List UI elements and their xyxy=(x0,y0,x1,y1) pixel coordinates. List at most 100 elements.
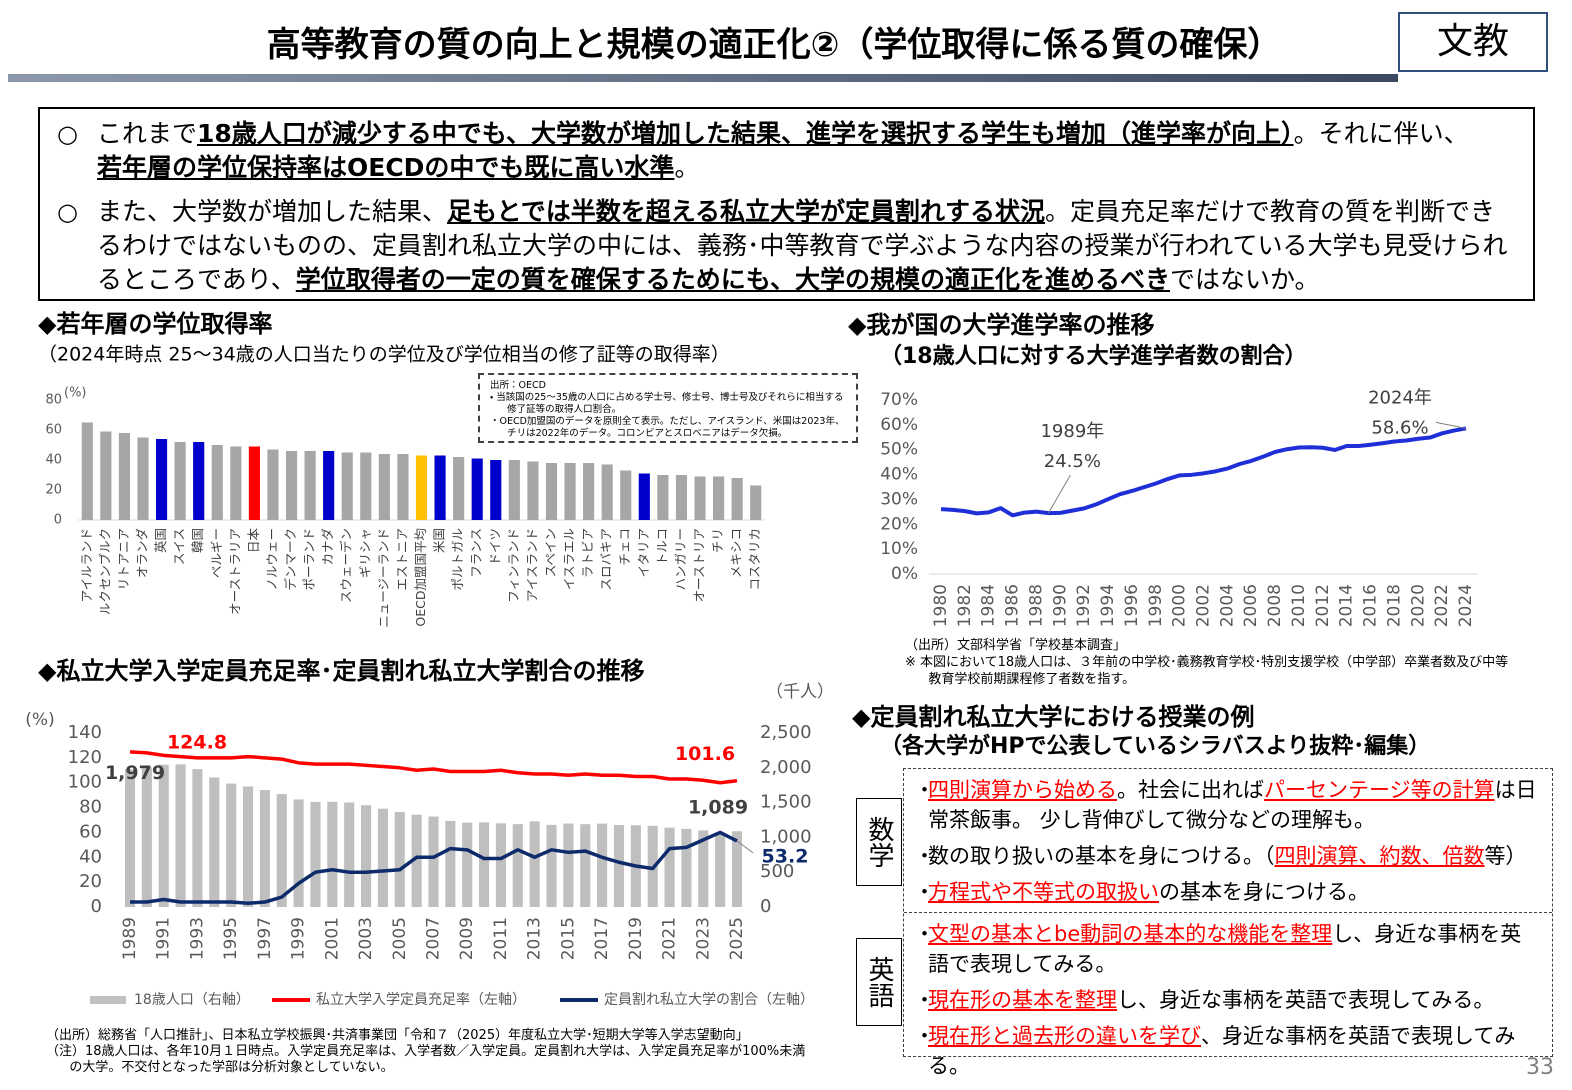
x-tick-label: ギリシャ xyxy=(357,528,372,578)
bar xyxy=(694,476,706,520)
x-tick-label: 1991 xyxy=(154,917,174,960)
x-tick-label: 2013 xyxy=(525,917,545,960)
bold-text: 足もとでは半数を超える私立大学が定員割れする状況 xyxy=(447,197,1046,226)
text: 。社会に出れば xyxy=(1117,778,1264,802)
y2-tick-label: 1,000 xyxy=(760,826,812,847)
bar xyxy=(327,801,338,907)
x-tick-label: 2001 xyxy=(322,917,342,960)
x-tick-label: 1993 xyxy=(187,917,207,960)
bar xyxy=(681,828,692,907)
y-tick-label: 60% xyxy=(880,415,918,435)
bold-text: 学位取得者の一定の質を確保するためにも、大学の規模の適正化を進めるべき xyxy=(295,265,1171,294)
y-tick-label: 30% xyxy=(880,489,918,509)
annotation: 2024年 xyxy=(1368,387,1432,408)
x-tick-label: トルコ xyxy=(654,528,669,565)
section-title: ◆定員割れ私立大学における授業の例 xyxy=(852,703,1255,731)
x-tick-label: 2016 xyxy=(1361,584,1381,627)
x-tick-label: イタリア xyxy=(636,528,651,578)
x-tick-label: オーストラリア xyxy=(227,528,242,615)
bar xyxy=(529,821,540,907)
subject-label: 英語 xyxy=(856,938,902,1026)
bullet-marker: ○ xyxy=(57,198,78,226)
chart-subtitle: （2024年時点 25～34歳の人口当たりの学位及び学位相当の修了証等の取得率） xyxy=(38,344,730,366)
x-tick-label: 2004 xyxy=(1217,584,1237,627)
x-tick-label: アイルランド xyxy=(79,528,94,602)
x-tick-label: リトアニア xyxy=(116,528,131,590)
example-item: ・四則演算から始める。社会に出ればパーセンテージ等の計算は日常茶飯事。 少し背伸… xyxy=(914,775,1542,835)
bar xyxy=(731,831,743,907)
text: また、大学数が増加した結果、 xyxy=(97,197,448,226)
y-tick-label: 50% xyxy=(880,440,918,460)
y-tick-label: 40% xyxy=(880,465,918,485)
y-tick-label: 40 xyxy=(45,453,62,468)
x-tick-label: 2005 xyxy=(390,917,410,960)
item-marker: ・ xyxy=(914,778,935,802)
summary-box: ○ これまで18歳人口が減少する中でも、大学数が増加した結果、進学を選択する学生も… xyxy=(38,107,1535,301)
x-tick-label: 2008 xyxy=(1265,584,1285,627)
y-tick-label: 120 xyxy=(68,747,102,768)
example-item: ・方程式や不等式の取扱いの基本を身につける。 xyxy=(914,877,1542,907)
chart-title: ◆私立大学入学定員充足率･定員割れ私立大学割合の推移 xyxy=(38,657,644,685)
text: これまで xyxy=(97,119,198,148)
item-marker: ・ xyxy=(914,988,935,1012)
example-group: 数学・四則演算から始める。社会に出ればパーセンテージ等の計算は日常茶飯事。 少し… xyxy=(856,769,1552,912)
bar xyxy=(563,823,574,907)
x-tick-label: ポルトガル xyxy=(450,528,465,591)
bar xyxy=(276,794,287,907)
x-tick-label: 2024 xyxy=(1456,584,1476,627)
item-marker: ・ xyxy=(914,844,935,868)
x-tick-label: OECD加盟国平均 xyxy=(413,528,428,627)
bar xyxy=(713,476,725,520)
bold-text: 18歳人口が減少する中でも、大学数が増加した結果、進学を選択する学生も増加（進学… xyxy=(197,119,1294,148)
line xyxy=(940,426,1467,518)
bullet-text: また、大学数が増加した結果、足もとでは半数を超える私立大学が定員割れする状況。定… xyxy=(97,195,1519,297)
bar xyxy=(124,769,136,907)
y2-tick-label: 0 xyxy=(760,896,771,917)
bar xyxy=(698,830,709,907)
bar xyxy=(360,805,372,907)
x-tick-label: 2017 xyxy=(592,917,612,960)
x-tick-label: 1997 xyxy=(255,917,275,960)
example-item: ・現在形の基本を整理し、身近な事柄を英語で表現してみる。 xyxy=(914,985,1542,1015)
x-tick-label: ルクセンブルク xyxy=(97,528,112,615)
bar xyxy=(344,802,355,907)
x-tick-label: ハンガリー xyxy=(673,528,688,591)
bar xyxy=(434,455,446,520)
y2-tick-label: 500 xyxy=(760,861,794,882)
y-tick-label: 0 xyxy=(91,896,102,917)
bar xyxy=(675,475,688,520)
x-tick-label: コスタリカ xyxy=(747,528,762,591)
y-tick-label: 80 xyxy=(45,393,62,408)
bar xyxy=(546,824,557,907)
x-tick-label: 日本 xyxy=(246,528,261,554)
x-tick-label: 2015 xyxy=(558,917,578,960)
bar xyxy=(479,822,490,907)
highlight-text: 文型の基本とbe動詞の基本的な機能を整理 xyxy=(928,922,1333,946)
x-tick-label: フィンランド xyxy=(506,528,521,603)
x-tick-label: 2010 xyxy=(1289,584,1309,627)
data-label: 24.5% xyxy=(1044,451,1101,472)
bar xyxy=(230,446,242,520)
x-tick-label: スウェーデン xyxy=(339,528,354,603)
y-tick-label: 20% xyxy=(880,514,918,534)
x-tick-label: 1996 xyxy=(1122,584,1142,627)
data-label: 1,979 xyxy=(105,762,165,784)
bar xyxy=(415,455,428,520)
bar xyxy=(545,463,558,520)
chart-notes: 出所：OECD ・ 当該国の25～35歳の人口に占める学士号、修士号、博士号及びそ… xyxy=(478,373,858,443)
legend-label: 私立大学入学定員充足率（左軸） xyxy=(316,992,526,1008)
x-tick-label: イスラエル xyxy=(562,528,577,590)
y-tick-label: 20 xyxy=(79,871,102,892)
bar xyxy=(583,463,595,520)
bar xyxy=(158,764,169,907)
legend-label: 18歳人口（右軸） xyxy=(134,992,250,1008)
bar xyxy=(293,799,304,907)
x-tick-label: 2025 xyxy=(727,917,747,960)
bar xyxy=(360,452,372,520)
chart-footer: （出所）総務省「人口推計」、日本私立学校振興･共済事業団「令和７（2025）年度… xyxy=(46,1028,816,1076)
x-tick-label: 2000 xyxy=(1170,584,1190,627)
highlight-text: 四則演算から始める xyxy=(928,778,1117,802)
data-label: 1,089 xyxy=(688,797,748,819)
bar xyxy=(715,832,726,907)
y-tick-label: 100 xyxy=(68,772,102,793)
